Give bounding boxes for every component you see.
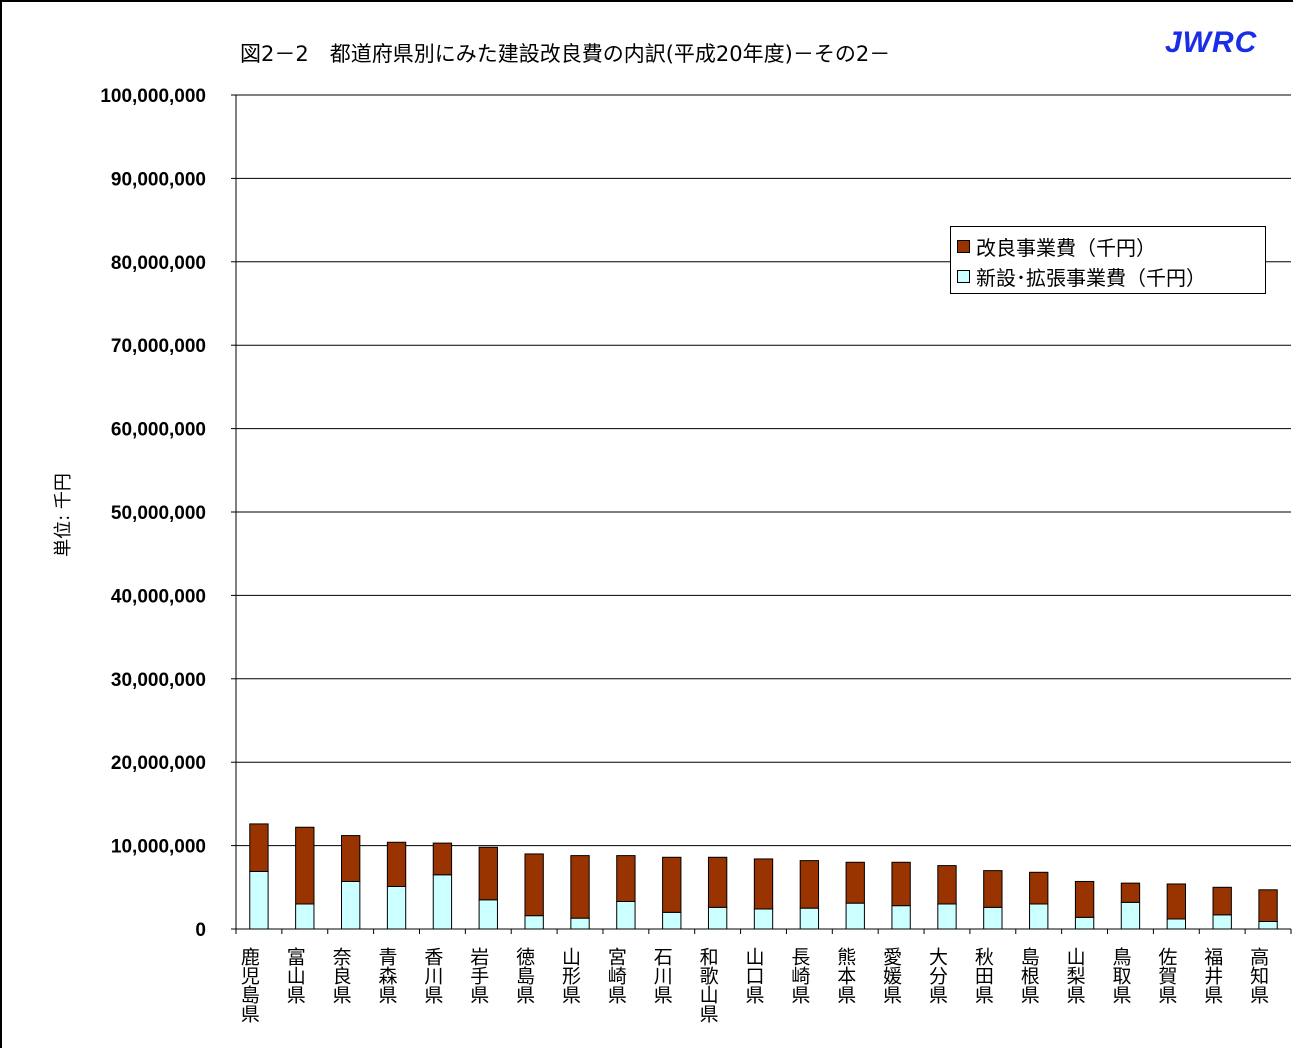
bar-segment-shinsetsu xyxy=(1029,903,1049,930)
bar-segment-shinsetsu xyxy=(983,906,1003,930)
chart-title: 図2－2 都道府県別にみた建設改良費の内訳(平成20年度)－その2－ xyxy=(240,42,891,66)
y-tick-label: 50,000,000 xyxy=(111,503,206,524)
y-tick-label: 30,000,000 xyxy=(111,670,206,691)
bar-segment-kairyo xyxy=(432,842,453,876)
bar-segment-shinsetsu xyxy=(707,906,728,930)
legend-item-kairyo: 改良事業費（千円） xyxy=(957,231,1265,261)
y-tick-label: 0 xyxy=(195,920,206,941)
bar-segment-kairyo xyxy=(707,856,728,908)
x-category-label: 徳島県 xyxy=(513,947,535,1004)
bar-segment-kairyo xyxy=(478,846,498,901)
y-tick-label: 70,000,000 xyxy=(111,336,206,357)
bar-segment-shinsetsu xyxy=(662,911,682,930)
bar-segment-kairyo xyxy=(616,855,636,902)
bar-segment-kairyo xyxy=(1029,871,1049,905)
bar-segment-kairyo xyxy=(983,870,1003,908)
x-category-label: 島根県 xyxy=(1018,947,1040,1004)
bar-segment-shinsetsu xyxy=(1074,916,1095,930)
bar-segment-shinsetsu xyxy=(616,900,636,930)
x-category-label: 山梨県 xyxy=(1064,947,1086,1004)
bar-segment-kairyo xyxy=(1258,889,1278,922)
x-category-label: 宮崎県 xyxy=(605,947,627,1004)
bar-segment-kairyo xyxy=(1120,882,1141,903)
bar-segment-kairyo xyxy=(1074,880,1095,918)
bar-segment-shinsetsu xyxy=(1166,918,1187,930)
x-category-label: 鳥取県 xyxy=(1109,947,1131,1004)
x-category-label: 富山県 xyxy=(284,947,306,1004)
x-category-label: 山形県 xyxy=(559,947,581,1004)
x-category-label: 福井県 xyxy=(1201,947,1223,1004)
bar-segment-shinsetsu xyxy=(891,905,911,930)
bar-segment-kairyo xyxy=(799,860,820,909)
x-category-label: 鹿児島県 xyxy=(238,947,260,1023)
bar-segment-shinsetsu xyxy=(1212,914,1232,930)
x-category-label: 熊本県 xyxy=(834,947,856,1004)
legend-label-kairyo: 改良事業費（千円） xyxy=(976,235,1156,260)
bar-segment-shinsetsu xyxy=(478,899,498,930)
bar-segment-kairyo xyxy=(341,835,361,882)
bar-segment-kairyo xyxy=(524,853,544,917)
bar-segment-kairyo xyxy=(937,865,957,905)
y-tick-label: 80,000,000 xyxy=(111,253,206,274)
bar-segment-kairyo xyxy=(1166,883,1187,920)
x-category-label: 奈良県 xyxy=(330,947,352,1004)
bar-segment-kairyo xyxy=(386,841,407,887)
x-category-label: 長崎県 xyxy=(788,947,810,1004)
y-tick-label: 20,000,000 xyxy=(111,753,206,774)
bar-segment-shinsetsu xyxy=(570,917,590,930)
bar-segment-kairyo xyxy=(662,856,682,913)
brand-logo: JWRC xyxy=(1165,26,1258,59)
x-category-label: 山口県 xyxy=(743,947,765,1004)
x-category-label: 秋田県 xyxy=(972,947,994,1004)
x-category-label: 岩手県 xyxy=(467,947,489,1004)
bar-segment-kairyo xyxy=(845,861,865,904)
x-category-label: 佐賀県 xyxy=(1155,947,1177,1004)
bar-segment-shinsetsu xyxy=(432,874,453,930)
bar-segment-kairyo xyxy=(891,861,911,907)
x-category-label: 香川県 xyxy=(421,947,443,1004)
bar-segment-shinsetsu xyxy=(341,880,361,930)
x-category-label: 和歌山県 xyxy=(697,947,719,1023)
bar-segment-shinsetsu xyxy=(249,870,269,930)
bar-segment-shinsetsu xyxy=(753,908,774,930)
bar-segment-kairyo xyxy=(753,858,774,910)
bar-segment-shinsetsu xyxy=(845,902,865,930)
bar-segment-shinsetsu xyxy=(295,903,315,930)
x-category-label: 青森県 xyxy=(376,947,398,1004)
x-category-label: 高知県 xyxy=(1247,947,1269,1004)
legend-item-shinsetsu: 新設･拡張事業費（千円） xyxy=(957,261,1265,291)
legend-label-shinsetsu: 新設･拡張事業費（千円） xyxy=(976,265,1206,290)
y-tick-label: 60,000,000 xyxy=(111,420,206,441)
bar-segment-shinsetsu xyxy=(1258,920,1278,930)
bar-segment-shinsetsu xyxy=(937,903,957,930)
bar-segment-kairyo xyxy=(249,823,269,872)
x-category-label: 大分県 xyxy=(926,947,948,1004)
legend-swatch-kairyo xyxy=(957,239,970,253)
bar-segment-kairyo xyxy=(295,826,315,905)
y-tick-label: 10,000,000 xyxy=(111,837,206,858)
x-category-label: 愛媛県 xyxy=(880,947,902,1004)
legend: 改良事業費（千円） 新設･拡張事業費（千円） xyxy=(950,226,1266,294)
x-category-label: 石川県 xyxy=(651,947,673,1004)
bar-segment-shinsetsu xyxy=(799,907,820,930)
bar-segment-shinsetsu xyxy=(386,885,407,930)
bar-segment-kairyo xyxy=(570,855,590,919)
legend-swatch-shinsetsu xyxy=(957,269,970,283)
bar-segment-shinsetsu xyxy=(1120,901,1141,930)
y-tick-label: 40,000,000 xyxy=(111,586,206,607)
bar-segment-shinsetsu xyxy=(524,915,544,930)
y-tick-label: 100,000,000 xyxy=(100,86,206,107)
bar-segment-kairyo xyxy=(1212,886,1232,916)
y-tick-label: 90,000,000 xyxy=(111,169,206,190)
